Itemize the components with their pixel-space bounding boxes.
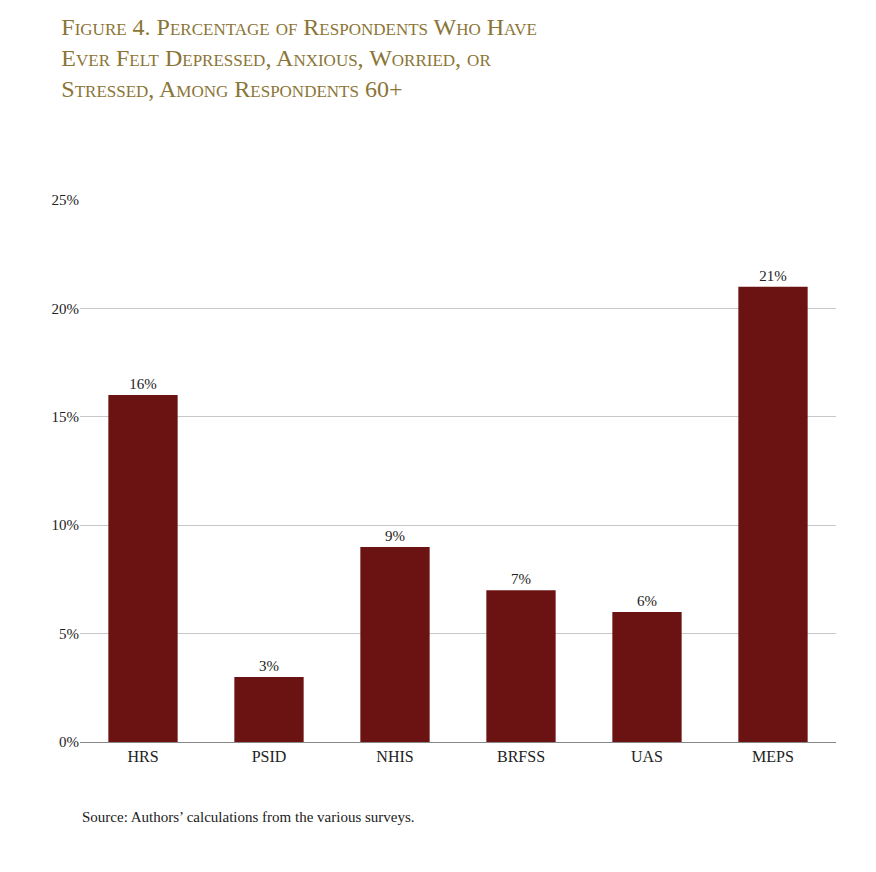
svg-text:3%: 3% xyxy=(259,658,279,674)
svg-text:21%: 21% xyxy=(759,268,787,284)
svg-text:25%: 25% xyxy=(52,192,80,208)
svg-text:5%: 5% xyxy=(59,626,79,642)
svg-text:10%: 10% xyxy=(52,517,80,533)
svg-text:MEPS: MEPS xyxy=(752,748,794,765)
svg-text:0%: 0% xyxy=(59,734,79,750)
svg-text:NHIS: NHIS xyxy=(376,748,413,765)
svg-text:9%: 9% xyxy=(385,528,405,544)
svg-text:20%: 20% xyxy=(52,301,80,317)
svg-text:Source: Authors’ calculations: Source: Authors’ calculations from the v… xyxy=(82,809,415,825)
svg-text:7%: 7% xyxy=(511,571,531,587)
svg-text:15%: 15% xyxy=(52,409,80,425)
svg-text:16%: 16% xyxy=(129,376,157,392)
svg-text:BRFSS: BRFSS xyxy=(497,748,545,765)
svg-text:UAS: UAS xyxy=(631,748,663,765)
svg-text:HRS: HRS xyxy=(127,748,158,765)
svg-text:6%: 6% xyxy=(637,593,657,609)
svg-text:Figure 4. Percentage of Respon: Figure 4. Percentage of Respondents Who … xyxy=(61,14,537,102)
svg-text:PSID: PSID xyxy=(252,748,287,765)
